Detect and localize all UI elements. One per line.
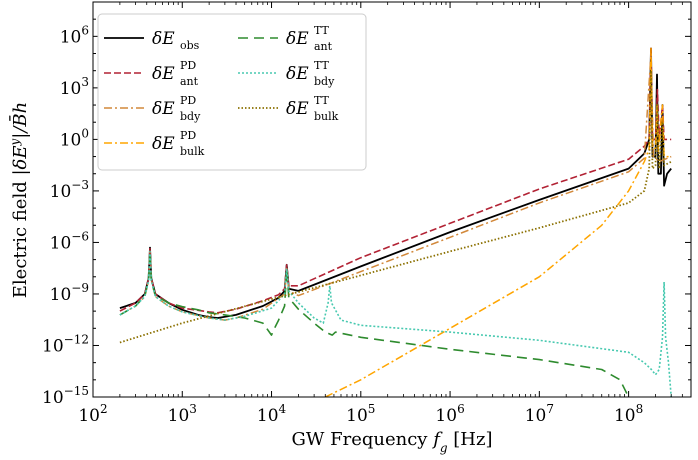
plot-frame — [92, 1, 692, 398]
x-tick-label: 107 — [525, 402, 554, 426]
y-tick-label: 10−15 — [42, 384, 89, 408]
legend-label: δE TT bdy — [286, 59, 335, 88]
y-tick-label: 10−12 — [42, 332, 89, 356]
legend-frame — [97, 13, 367, 171]
series-layer — [119, 47, 672, 397]
y-tick-label: 106 — [60, 23, 89, 47]
legend: δE obs δE PD ant δE PD bdy δE PD bulk δE TT ant δE TT bd… — [97, 13, 367, 171]
legend-label: δE TT bulk — [286, 94, 339, 123]
x-tick-label: 102 — [78, 402, 107, 426]
series-line-1 — [119, 47, 672, 314]
y-tick-label: 103 — [60, 75, 89, 99]
y-tick-label: 10−9 — [50, 281, 89, 305]
tick-layer: 102 103 104 105 106 107 108 106 103 100 10−3 10−6 10… — [42, 1, 692, 426]
series-line-4 — [119, 250, 630, 397]
y-axis-label: Electric field |δEy|/B̄h — [8, 102, 31, 298]
legend-label: δE PD bdy — [152, 94, 201, 123]
x-tick-label: 106 — [435, 402, 464, 426]
y-tick-label: 10−6 — [50, 229, 89, 253]
x-axis-label: GW Frequency fg [Hz] — [292, 429, 493, 455]
x-tick-label: 108 — [614, 402, 643, 426]
y-tick-label: 100 — [60, 126, 89, 150]
legend-label: δE TT ant — [286, 24, 333, 53]
legend-label: δE obs — [152, 29, 200, 52]
legend-label: δE PD ant — [152, 59, 199, 88]
x-tick-label: 103 — [168, 402, 197, 426]
y-tick-label: 10−3 — [50, 178, 89, 202]
x-tick-label: 105 — [346, 402, 375, 426]
x-tick-label: 104 — [257, 402, 287, 426]
series-line-5 — [119, 250, 672, 397]
series-line-3 — [324, 47, 672, 397]
legend-label: δE PD bulk — [152, 129, 205, 158]
